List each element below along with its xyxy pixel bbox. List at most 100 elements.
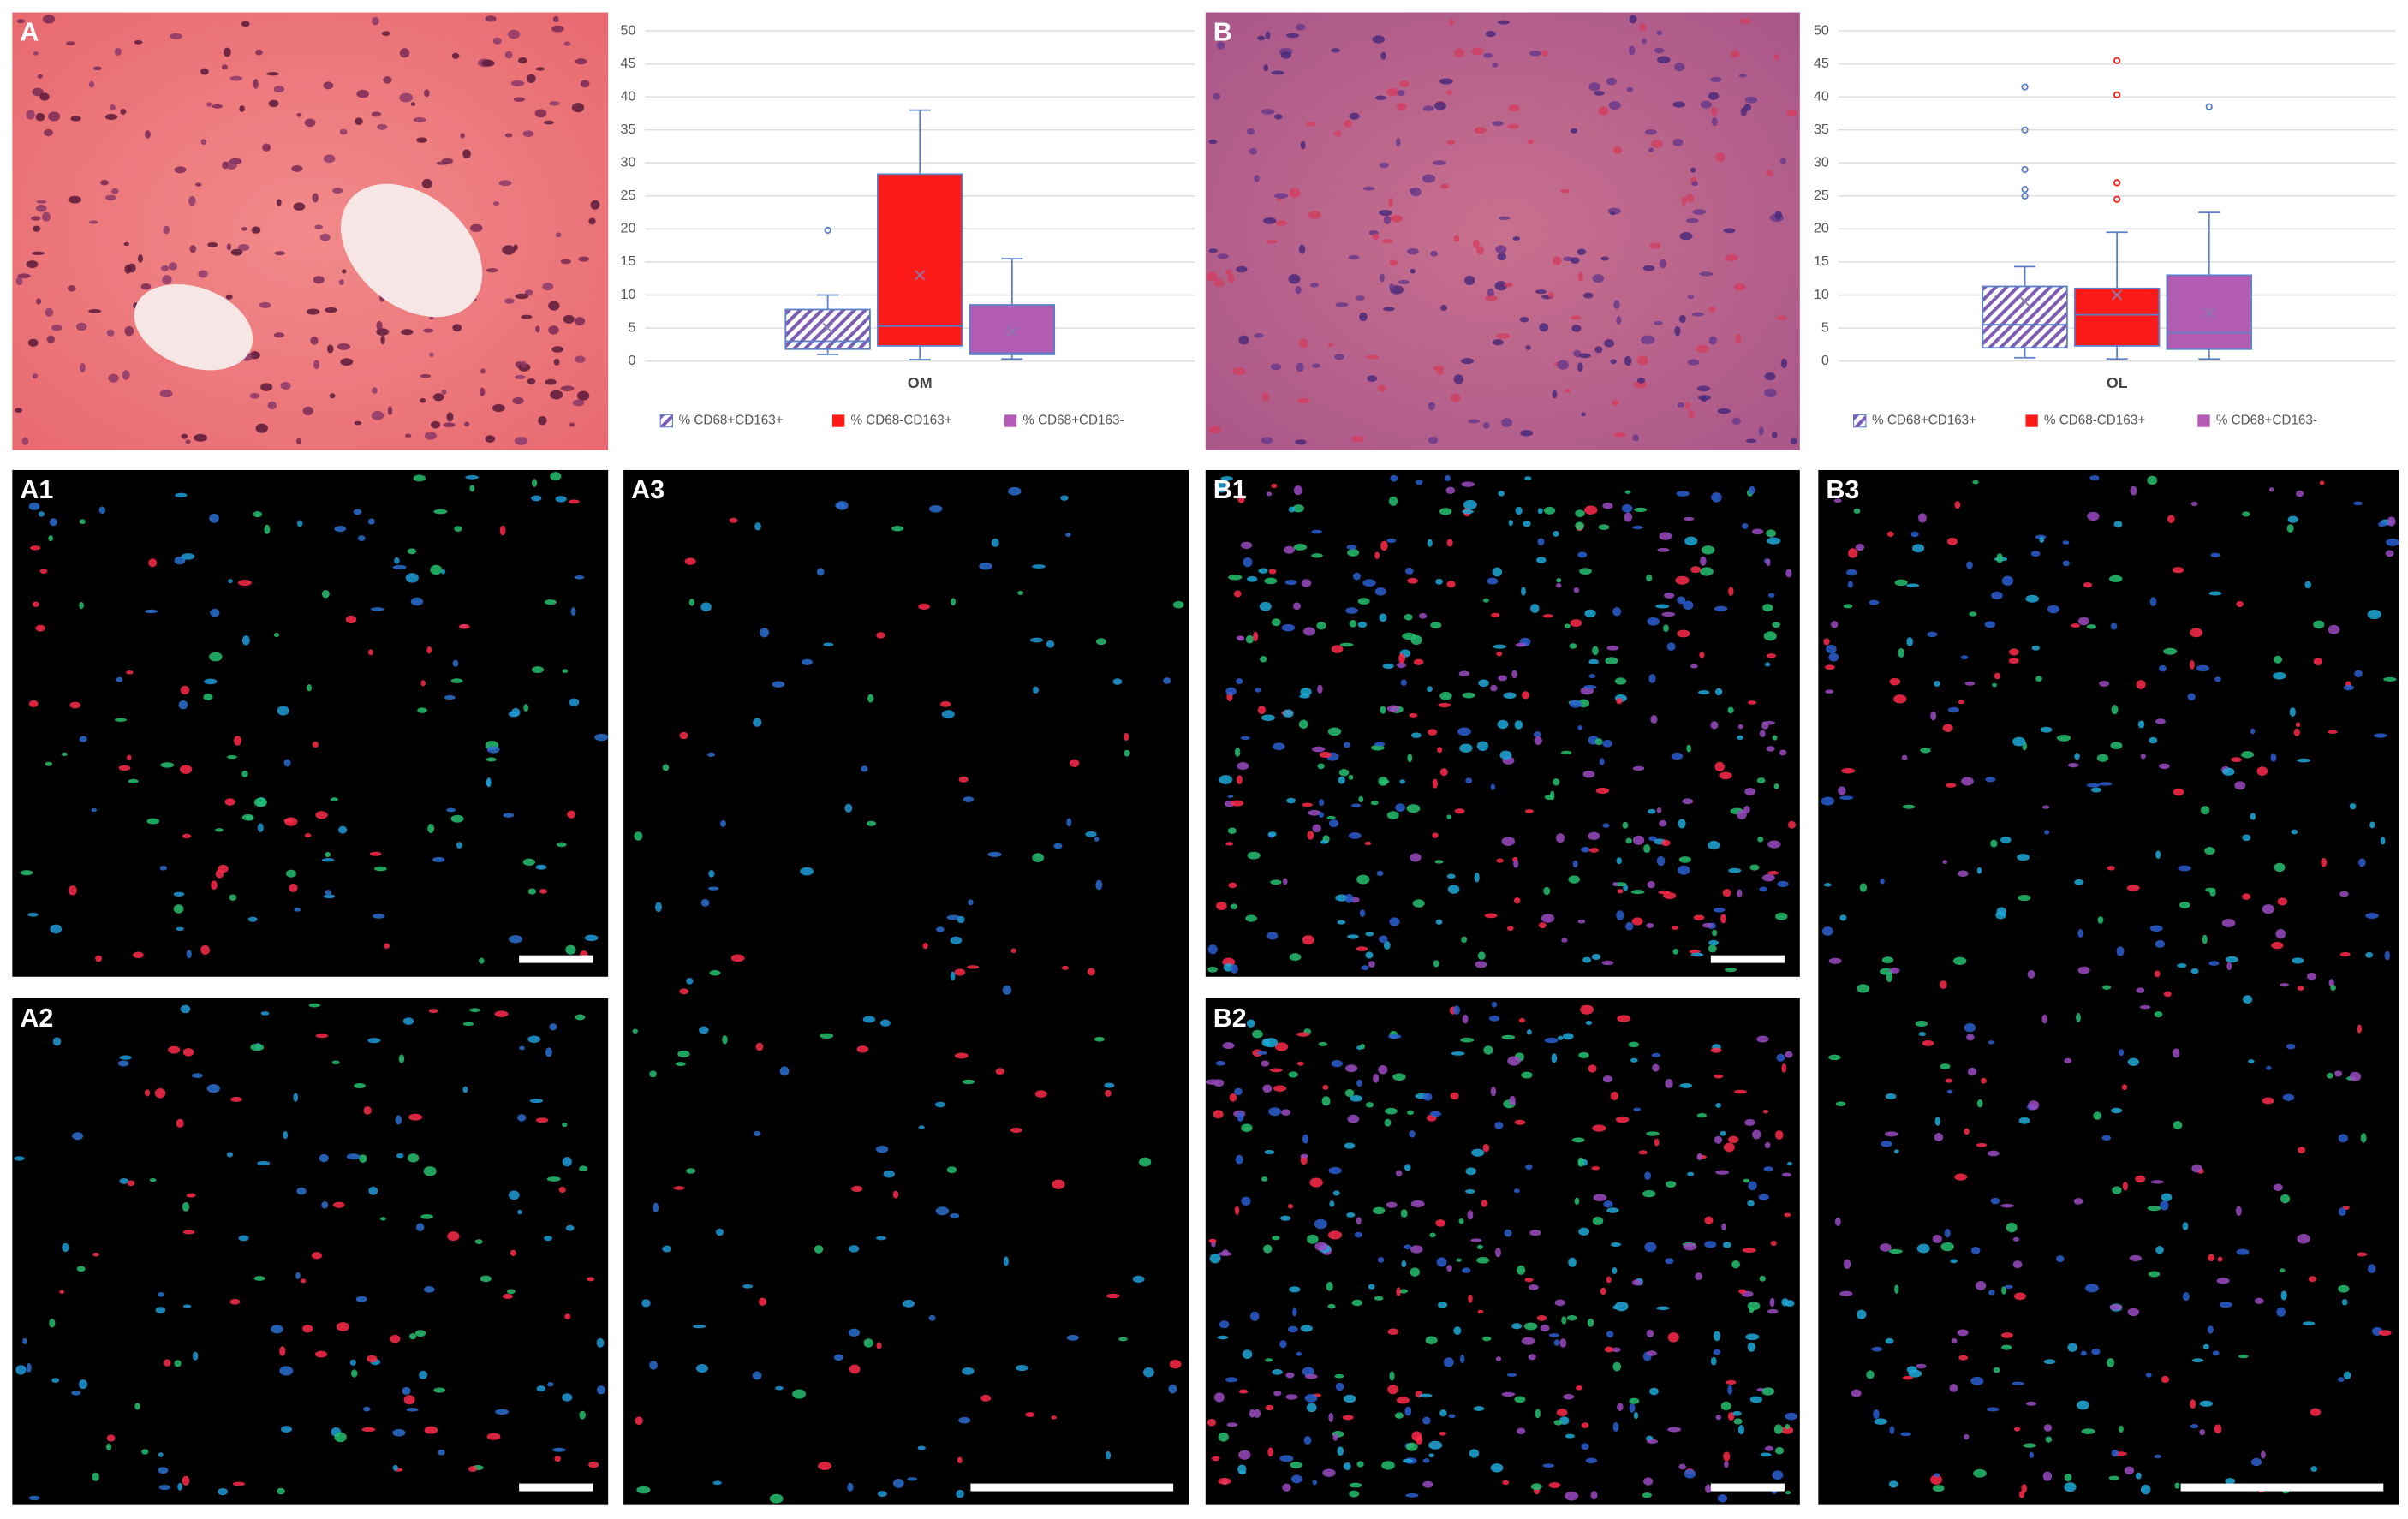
cell <box>465 475 479 480</box>
cell <box>579 1410 586 1420</box>
micrograph <box>12 469 609 977</box>
cell <box>416 137 428 143</box>
cell <box>1713 1349 1721 1355</box>
cell <box>950 936 963 944</box>
cell <box>1470 1238 1482 1242</box>
cell <box>1208 1238 1217 1243</box>
cell <box>1498 216 1511 220</box>
cell <box>370 607 384 611</box>
cell <box>1958 1355 1969 1361</box>
cell <box>1708 939 1719 946</box>
cell <box>1720 1401 1731 1411</box>
cell <box>1207 966 1218 973</box>
cell <box>1582 956 1592 963</box>
cell <box>182 1304 192 1308</box>
cell <box>1990 1197 2000 1205</box>
cell <box>1513 897 1521 904</box>
cell <box>2155 718 2166 724</box>
cell <box>2190 628 2203 638</box>
cell <box>174 556 186 565</box>
cell <box>1581 412 1586 417</box>
cell <box>1496 858 1504 863</box>
cell <box>1543 886 1551 896</box>
cell <box>502 1293 513 1300</box>
cell <box>423 1166 437 1176</box>
cell <box>2006 1222 2018 1233</box>
cell <box>1356 295 1365 301</box>
y-tick-label: 35 <box>1814 122 1829 137</box>
cell <box>515 293 529 300</box>
cell <box>951 598 957 606</box>
legend-swatch <box>2025 414 2038 427</box>
cell <box>679 988 689 995</box>
cell <box>504 298 515 304</box>
cell <box>492 403 505 413</box>
cell <box>2043 1424 2053 1432</box>
cell <box>424 1426 438 1434</box>
cell <box>534 109 547 118</box>
cell <box>354 1083 366 1089</box>
cell <box>1327 343 1333 348</box>
cell <box>1585 1457 1598 1464</box>
cell <box>758 1297 767 1306</box>
cell <box>26 260 39 269</box>
cell <box>517 1209 522 1215</box>
cell <box>2159 763 2170 770</box>
cell <box>1600 256 1610 261</box>
cell <box>1922 1040 1934 1046</box>
cell <box>1714 907 1726 913</box>
cell <box>1288 1071 1298 1078</box>
cell <box>1132 1275 1145 1284</box>
cell <box>2122 1182 2128 1191</box>
cell <box>1331 48 1340 53</box>
cell <box>1696 344 1709 353</box>
cell <box>2234 781 2246 790</box>
cell <box>114 47 122 56</box>
cell <box>1821 926 1833 936</box>
cell <box>1846 569 1857 576</box>
cell <box>1723 1451 1731 1462</box>
cell <box>699 1026 709 1034</box>
cell <box>1605 657 1618 665</box>
cell <box>78 1379 88 1390</box>
cell <box>1482 1143 1490 1153</box>
cell <box>1588 831 1600 840</box>
cell <box>1558 1035 1564 1040</box>
cell <box>1991 591 2003 600</box>
cell <box>315 1034 329 1039</box>
cell <box>1446 140 1456 145</box>
cell <box>1439 78 1453 85</box>
cell <box>1526 1029 1532 1035</box>
mean-marker <box>915 270 926 281</box>
cell <box>159 389 173 398</box>
cell <box>1599 758 1605 765</box>
cell <box>1498 20 1510 25</box>
cell <box>1839 795 1854 800</box>
cell <box>35 624 45 632</box>
cell <box>2241 751 2255 759</box>
cell <box>1826 644 1837 654</box>
cell <box>1612 607 1622 617</box>
cell <box>1247 851 1261 860</box>
cell <box>1322 1468 1336 1477</box>
cell <box>1404 1164 1411 1171</box>
cell <box>2333 1070 2343 1077</box>
cell <box>1582 292 1594 299</box>
box <box>1982 285 2068 349</box>
cell <box>1249 148 1257 155</box>
cell <box>2380 837 2386 845</box>
cell <box>428 1009 438 1014</box>
cell <box>1647 1439 1658 1444</box>
cell <box>1722 889 1731 897</box>
cell <box>565 1224 575 1231</box>
cell <box>1361 965 1369 971</box>
cell <box>436 161 450 165</box>
cell <box>1462 1014 1469 1024</box>
cell <box>380 1217 386 1221</box>
cell <box>1016 1364 1028 1372</box>
cell <box>2000 1203 2014 1208</box>
cell <box>1699 271 1714 277</box>
mean-marker <box>822 323 833 334</box>
cell <box>1631 1279 1642 1286</box>
cell <box>1714 605 1728 612</box>
